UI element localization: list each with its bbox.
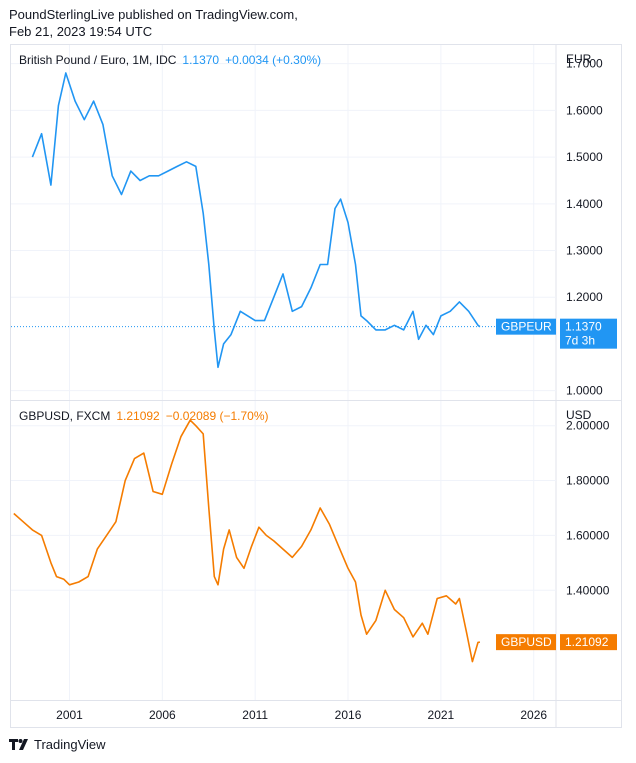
price-tag: [560, 634, 617, 651]
legend-last-value: 1.21092: [116, 409, 160, 423]
x-tick-label: 2026: [520, 708, 547, 722]
y-tick-label: 1.6000: [566, 103, 603, 117]
y-tick-label: 1.5000: [566, 150, 603, 164]
series-name-tag-label: GBPUSD: [501, 635, 552, 649]
x-tick-label: 2021: [428, 708, 455, 722]
y-tick-label: 1.3000: [566, 244, 603, 258]
y-tick-label: 1.7000: [566, 57, 603, 71]
y-tick-label: 1.80000: [566, 474, 610, 488]
legend-symbol: British Pound / Euro, 1M, IDC: [19, 53, 177, 67]
legend-change: −0.02089 (−1.70%): [166, 409, 269, 423]
x-tick-label: 2016: [335, 708, 362, 722]
y-tick-label: 1.4000: [566, 197, 603, 211]
price-tag-countdown: 7d 3h: [565, 334, 595, 348]
x-tick-label: 2006: [149, 708, 176, 722]
footer-brand[interactable]: TradingView: [34, 737, 106, 752]
gbpusd-series-line: [13, 419, 481, 663]
y-tick-label: 1.40000: [566, 583, 610, 597]
publisher-header: PoundSterlingLive published on TradingVi…: [9, 6, 298, 40]
y-tick-label: 2.00000: [566, 419, 610, 433]
publisher-line: PoundSterlingLive published on TradingVi…: [9, 7, 298, 22]
legend-last-value: 1.1370: [182, 53, 219, 67]
y-tick-label: 1.2000: [566, 290, 603, 304]
chart-frame: [10, 44, 622, 728]
series-name-tag-label: GBPEUR: [501, 320, 552, 334]
y-tick-label: 1.60000: [566, 528, 610, 542]
tradingview-logo-icon: [9, 739, 28, 750]
series-name-tag: [496, 318, 556, 335]
footer: TradingView: [9, 737, 106, 752]
publish-date: Feb 21, 2023 19:54 UTC: [9, 24, 153, 39]
series-name-tag: [496, 634, 556, 651]
gbpeur-pane: 1.7000 1.6000 1.5000 1.4000 1.3000 1.2000 1.00…: [11, 52, 617, 398]
gbpusd-pane: 2.00000 1.80000 1.60000 1.40000 USD GBPUSD 1.2…: [11, 408, 617, 663]
currency-label: USD: [566, 408, 592, 422]
y-tick-label: 1.0000: [566, 384, 603, 398]
legend-symbol: GBPUSD, FXCM: [19, 409, 110, 423]
price-tag-value: 1.21092: [565, 635, 609, 649]
price-tag: [560, 318, 617, 349]
gbpeur-series-line: [31, 72, 481, 369]
price-tag-value: 1.1370: [565, 320, 602, 334]
currency-label: EUR: [566, 52, 592, 66]
legend-change: +0.0034 (+0.30%): [225, 53, 321, 67]
x-tick-label: 2001: [56, 708, 83, 722]
x-tick-label: 2011: [242, 708, 268, 722]
